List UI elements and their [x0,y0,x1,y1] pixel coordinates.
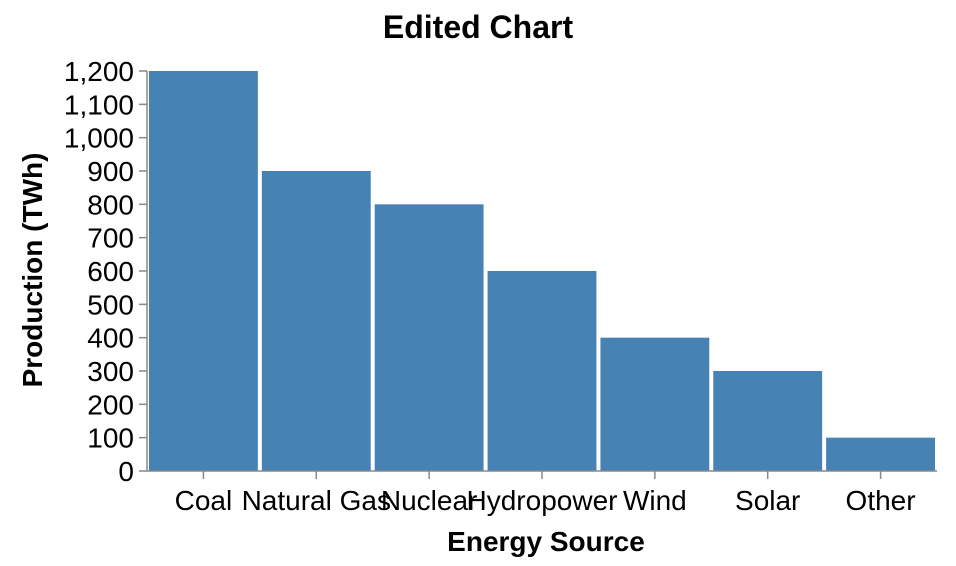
bar-nuclear [374,204,484,472]
bar-other [826,437,935,471]
x-axis-title: Energy Source [447,526,645,557]
y-tick-label: 400 [87,323,134,354]
bar-natural-gas [261,171,371,471]
y-tick-label: 1,200 [64,56,134,87]
y-tick-label: 600 [87,256,134,287]
y-tick-label: 700 [87,223,134,254]
x-tick-label: Natural Gas [242,485,391,516]
y-tick-label: 0 [118,456,134,487]
y-axis: 01002003004005006007008009001,0001,1001,… [64,56,148,487]
y-tick-label: 500 [87,289,134,320]
x-tick-label: Solar [735,485,800,516]
bar-coal [149,71,258,471]
x-tick-label: Hydropower [467,485,618,516]
bar-solar [713,371,823,471]
y-tick-label: 1,100 [64,89,134,120]
chart-title: Edited Chart [383,9,574,45]
x-tick-label: Wind [623,485,687,516]
bar-wind [600,337,710,471]
bar-hydropower [487,271,597,471]
y-axis-title: Production (TWh) [17,153,48,388]
x-tick-label: Other [846,485,916,516]
y-tick-label: 1,000 [64,123,134,154]
y-tick-label: 300 [87,356,134,387]
x-tick-label: Coal [175,485,233,516]
bars-group [149,71,935,472]
y-tick-label: 800 [87,189,134,220]
y-tick-label: 200 [87,389,134,420]
y-tick-label: 100 [87,423,134,454]
y-tick-label: 900 [87,156,134,187]
x-tick-label: Nuclear [381,485,477,516]
